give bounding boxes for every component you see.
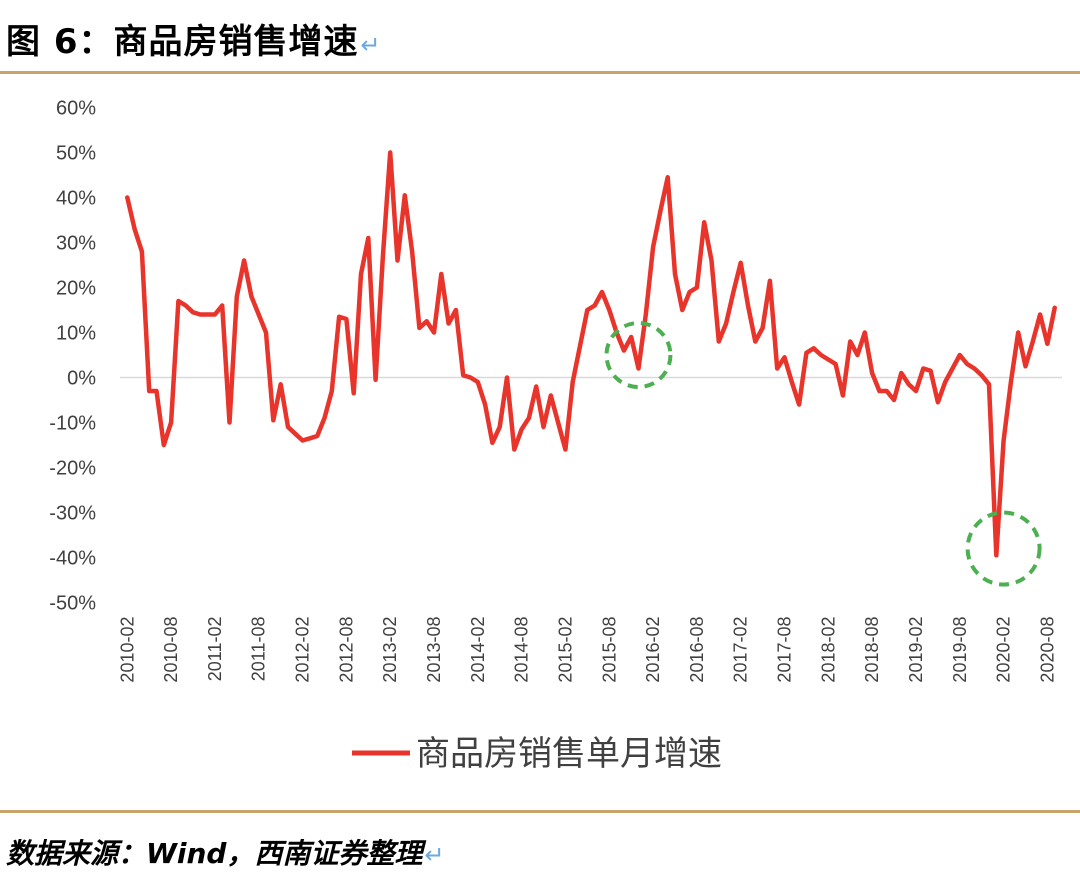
legend: 商品房销售单月增速 [352,734,722,774]
x-tick-label: 2017-02 [731,617,751,683]
return-mark-icon: ↵ [424,841,445,869]
series-layer [125,150,1057,558]
y-tick-label: 10% [56,323,96,345]
figure-title: 图 6：商品房销售增速↵ [6,14,382,63]
legend-label: 商品房销售单月增速 [416,734,722,774]
source-note: 数据来源：Wind，西南证券整理↵ [6,832,445,872]
x-tick-label: 2018-02 [818,617,838,683]
x-tick-label: 2011-02 [205,617,225,682]
y-tick-label: -20% [49,458,96,480]
y-tick-label: 0% [67,368,96,390]
x-tick-label: 2012-02 [293,617,313,683]
y-tick-label: 60% [56,98,96,120]
figure-title-text: 图 6：商品房销售增速 [6,22,359,62]
x-tick-label: 2014-02 [468,617,488,683]
x-axis: 2010-02 2010-08 2011-02 2011-08 2012-02 2012-… [117,617,1057,683]
x-tick-label: 2018-08 [862,617,882,683]
y-tick-label: -40% [49,548,96,570]
x-tick-label: 2020-08 [1037,617,1057,683]
x-tick-label: 2010-02 [117,617,137,683]
x-tick-label: 2017-08 [775,617,795,683]
x-tick-label: 2013-02 [380,617,400,683]
x-tick-label: 2011-08 [249,617,269,682]
series-line [125,150,1057,558]
x-tick-label: 2016-02 [643,617,663,683]
source-text: 数据来源：Wind，西南证券整理 [6,837,423,870]
y-tick-label: -10% [49,413,96,435]
return-mark-icon: ↵ [360,31,382,59]
y-tick-label: 50% [56,143,96,165]
x-tick-label: 2020-02 [994,617,1014,683]
x-tick-label: 2010-08 [161,617,181,683]
x-tick-label: 2014-08 [512,617,532,683]
x-tick-label: 2012-08 [336,617,356,683]
y-tick-label: 30% [56,233,96,255]
y-axis: 60% 50% 40% 30% 20% 10% 0% -10% -20% -30% -40% -50% [49,98,96,615]
annotation-circle [604,321,673,389]
y-tick-label: -30% [49,503,96,525]
y-tick-label: 20% [56,278,96,300]
annotation-layer [604,321,1042,587]
x-tick-label: 2015-02 [555,617,575,683]
y-tick-label: 40% [56,188,96,210]
y-tick-label: -50% [49,593,96,615]
x-tick-label: 2013-08 [424,617,444,683]
annotation-circle [965,510,1042,587]
x-tick-label: 2015-08 [599,617,619,683]
x-tick-label: 2016-08 [687,617,707,683]
bottom-rule [0,810,1080,813]
top-rule [0,71,1080,74]
x-tick-label: 2019-08 [950,617,970,683]
line-chart: 60% 50% 40% 30% 20% 10% 0% -10% -20% -30% -40% -50%… [49,98,1062,774]
x-tick-label: 2019-02 [906,617,926,683]
